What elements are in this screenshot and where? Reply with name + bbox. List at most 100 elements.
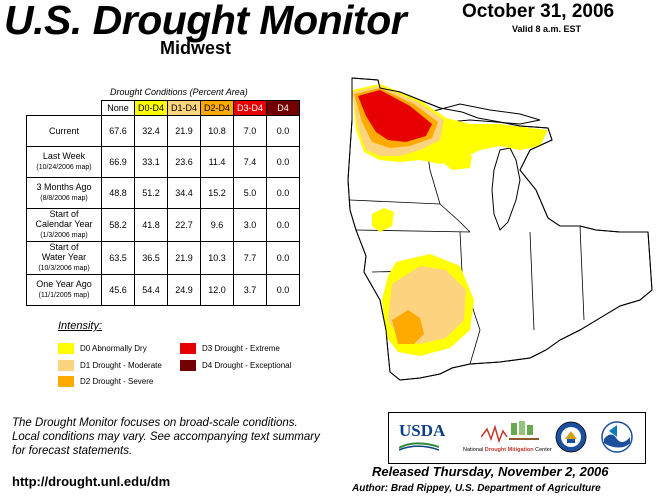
legend-swatch-d4 [180,360,196,371]
row-label-text: Start of [49,209,79,219]
row-label-text: Start of [49,242,79,252]
table-cell: 45.6 [101,274,135,306]
table-cell: 3.7 [233,274,267,306]
row-label: One Year Ago (11/1/2005 map) [26,274,102,306]
table-caption: Drought Conditions (Percent Area) [110,87,248,97]
drought-area-d2-south [392,310,424,344]
table-cell: 21.9 [167,241,201,275]
table-cell: 12.0 [200,274,234,306]
legend-label-d4: D4 Drought - Exceptional [202,361,292,370]
drought-monitor-link[interactable]: http://drought.unl.edu/dm [12,474,171,489]
ndmc-label: National Drought Mitigation Center [463,447,552,453]
table-cell: 5.0 [233,177,267,209]
row-label: 3 Months Ago (8/8/2006 map) [26,177,102,209]
usda-swoosh-icon [399,442,439,451]
legend-swatch-d0 [58,343,74,354]
table-cell: 24.9 [167,274,201,306]
drought-area-d0-upmi [440,150,472,170]
legend-label-d1: D1 Drought - Moderate [80,361,162,370]
midwest-drought-map [347,77,653,381]
legend-swatch-d3 [180,343,196,354]
legend-item-d0: D0 Abnormally Dry [58,343,147,354]
legend-swatch-d1 [58,360,74,371]
region-name: Midwest [160,38,232,58]
footer-note-line: for forecast statements. [12,445,133,457]
column-header-d4: D4 [266,100,300,116]
row-label-text-2: Calendar Year [35,219,93,229]
drought-area-d0-iowa [372,208,394,232]
table-cell: 0.0 [266,241,300,275]
table-cell: 36.5 [134,241,168,275]
table-cell: 58.2 [101,208,135,242]
row-label-text: One Year Ago [36,279,92,289]
row-label: Start of Calendar Year (1/3/2006 map) [26,208,102,242]
column-header-d2-d4: D2-D4 [200,100,234,116]
map-date: October 31, 2006 [462,1,615,22]
column-header-d0-d4: D0-D4 [134,100,168,116]
ndmc-suffix: Center [535,447,552,453]
table-row: Last Week (10/24/2006 map) 66.9 33.1 23.6… [26,146,300,178]
table-cell: 34.4 [167,177,201,209]
lake-superior [428,103,541,125]
agency-logos: USDA National Drought Mitigation Center [388,412,646,464]
table-row: 3 Months Ago (8/8/2006 map) 48.8 51.2 34.… [26,177,300,209]
table-cell: 48.8 [101,177,135,209]
ndmc-name: Drought Mitigation [484,447,534,453]
legend-label-d3: D3 Drought - Extreme [202,344,280,353]
legend-item-d4: D4 Drought - Exceptional [180,360,291,371]
legend-label-d2: D2 Drought - Severe [80,377,154,386]
legend-item-d3: D3 Drought - Extreme [180,343,280,354]
column-header-d1-d4: D1-D4 [167,100,201,116]
legend-item-d1: D1 Drought - Moderate [58,360,162,371]
table-cell: 67.6 [101,115,135,147]
table-row: Current 67.6 32.4 21.9 10.8 7.0 0.0 [26,115,300,147]
row-label-text: Last Week [42,151,86,161]
page-title: U.S. Drought Monitor [4,0,407,43]
row-label-date: (1/3/2006 map) [40,232,88,239]
row-label-date: (11/1/2005 map) [38,292,90,299]
table-cell: 0.0 [266,208,300,242]
author-credit: Author: Brad Rippey, U.S. Department of … [352,483,601,494]
row-label: Current [26,115,102,147]
table-cell: 3.0 [233,208,267,242]
table-cell: 33.1 [134,146,168,178]
release-date: Released Thursday, November 2, 2006 [372,464,609,479]
lake-michigan [491,147,521,231]
row-label-date: (8/8/2006 map) [40,195,88,202]
row-label: Last Week (10/24/2006 map) [26,146,102,178]
table-row: Start of Calendar Year (1/3/2006 map) 58.2… [26,208,300,242]
table-header-blank [26,100,102,116]
table-cell: 54.4 [134,274,168,306]
ndmc-prefix: National [463,447,484,453]
legend-title: Intensity: [58,320,103,332]
table-cell: 51.2 [134,177,168,209]
row-label-text: 3 Months Ago [36,182,92,192]
table-cell: 63.5 [101,241,135,275]
footer-note: The Drought Monitor focuses on broad-sca… [12,416,352,458]
legend-item-d2: D2 Drought - Severe [58,376,153,387]
commerce-seal-icon [555,421,587,453]
noaa-logo-icon [601,421,633,453]
map-outline [347,77,653,381]
table-cell: 7.7 [233,241,267,275]
table-cell: 10.3 [200,241,234,275]
row-label-date: (10/3/2006 map) [38,265,90,272]
usda-logo: USDA [399,421,446,440]
column-header-none: None [101,100,135,116]
table-cell: 66.9 [101,146,135,178]
table-cell: 41.8 [134,208,168,242]
row-label-date: (10/24/2006 map) [36,164,92,171]
drought-area-d3 [358,90,432,142]
table-cell: 0.0 [266,146,300,178]
row-label-text: Current [48,126,79,136]
ndmc-logo-icon [481,421,539,444]
legend-label-d0: D0 Abnormally Dry [80,344,147,353]
table-row: Start of Water Year (10/3/2006 map) 63.5 3… [26,241,300,275]
table-header-row: None D0-D4 D1-D4 D2-D4 D3-D4 D4 [26,100,300,116]
table-cell: 10.8 [200,115,234,147]
table-cell: 15.2 [200,177,234,209]
table-cell: 0.0 [266,115,300,147]
table-cell: 22.7 [167,208,201,242]
table-cell: 0.0 [266,177,300,209]
column-header-d3-d4: D3-D4 [233,100,267,116]
